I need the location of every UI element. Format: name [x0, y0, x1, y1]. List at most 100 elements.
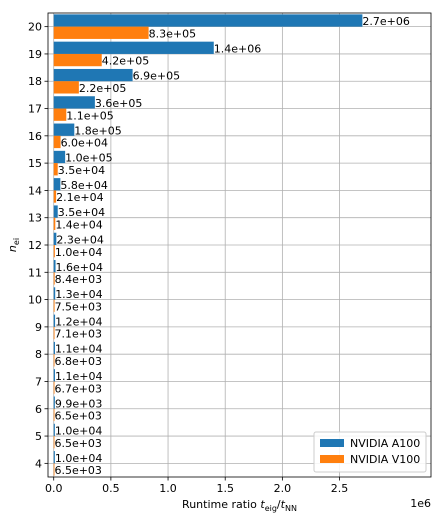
x-tick-label: 1.5: [216, 482, 234, 495]
bar: [53, 396, 55, 409]
legend-label-a100: NVIDIA A100: [350, 437, 420, 450]
bar: [53, 81, 79, 94]
x-tick-label: 2.0: [274, 482, 292, 495]
bar: [53, 14, 363, 27]
bar: [53, 463, 55, 476]
bar: [53, 272, 55, 285]
bar: [53, 150, 66, 164]
data-label: 6.9e+05: [133, 70, 180, 83]
data-label: 1.8e+05: [74, 124, 121, 137]
y-tick-label: 20: [28, 21, 42, 34]
bar: [53, 245, 55, 258]
data-label: 6.0e+04: [61, 137, 108, 150]
data-label: 6.5e+03: [54, 410, 101, 423]
y-tick-label: 18: [28, 75, 42, 88]
bar: [53, 436, 55, 449]
data-label: 1.2e+04: [55, 315, 102, 328]
y-tick-label: 15: [28, 157, 42, 170]
data-label: 6.5e+03: [54, 437, 101, 450]
bar: [53, 68, 133, 82]
x-tick-label: 1.0: [159, 482, 177, 495]
data-label: 5.8e+04: [60, 179, 107, 192]
data-label: 3.5e+04: [58, 206, 105, 219]
data-label: 4.2e+05: [102, 55, 149, 68]
y-tick-label: 6: [35, 403, 42, 416]
legend-swatch-v100: [320, 455, 344, 463]
data-label: 6.8e+03: [54, 355, 101, 368]
y-tick-label: 13: [28, 212, 42, 225]
data-label: 2.1e+04: [56, 191, 103, 204]
bar: [53, 217, 56, 230]
bar: [53, 260, 56, 273]
bar: [53, 451, 55, 464]
bar: [53, 408, 55, 422]
data-label: 7.1e+03: [55, 328, 102, 341]
x-axis-ticks: 0.0 0.5 1.0 1.5 2.0 2.5: [45, 477, 348, 495]
data-label: 1.1e+04: [55, 370, 102, 383]
bar: [53, 341, 55, 355]
y-tick-label: 4: [35, 457, 42, 470]
data-label: 1.0e+05: [65, 152, 112, 165]
data-label: 1.0e+04: [55, 452, 102, 465]
data-label: 3.6e+05: [95, 97, 142, 110]
data-label: 8.3e+05: [149, 27, 196, 40]
data-label: 1.4e+04: [55, 218, 102, 231]
data-label: 2.2e+05: [79, 82, 126, 95]
data-label: 2.3e+04: [56, 234, 103, 247]
x-tick-label: 0.5: [102, 482, 120, 495]
data-label: 6.5e+03: [54, 464, 101, 477]
y-axis-ticks: 4 5 6 7 8 9 10 11 12 13 14 15 16 17 18 19 20: [28, 21, 48, 470]
data-label: 3.5e+04: [58, 164, 105, 177]
legend-swatch-a100: [320, 439, 344, 447]
data-label: 1.6e+04: [56, 261, 103, 274]
data-label: 1.0e+04: [55, 246, 102, 259]
grid: [48, 13, 431, 477]
data-label: 1.0e+04: [55, 425, 102, 438]
data-labels: 1.0e+04 1.0e+04 9.9e+03 1.1e+04 1.1e+04 1.2e+…: [54, 15, 409, 477]
data-label: 6.7e+03: [54, 382, 101, 395]
bar: [53, 369, 55, 382]
bar: [53, 232, 57, 245]
data-label: 1.4e+06: [214, 42, 261, 55]
x-axis-label: Runtime ratio teig/tNN: [182, 498, 297, 513]
bar: [53, 287, 56, 300]
bar: [53, 190, 57, 203]
data-label: 8.4e+03: [55, 273, 102, 286]
y-tick-label: 7: [35, 375, 42, 388]
bar: [53, 314, 56, 327]
y-tick-label: 5: [35, 430, 42, 443]
bar: [53, 354, 55, 367]
bar: [53, 178, 61, 191]
bars: [53, 14, 363, 476]
legend-label-v100: NVIDIA V100: [350, 453, 420, 466]
x-tick-label: 0.0: [45, 482, 63, 495]
x-tick-label: 2.5: [331, 482, 349, 495]
y-tick-label: 12: [28, 239, 42, 252]
bar: [53, 96, 95, 109]
y-tick-label: 16: [28, 130, 42, 143]
data-label: 7.5e+03: [55, 300, 102, 313]
y-tick-label: 9: [35, 321, 42, 334]
legend: NVIDIA A100 NVIDIA V100: [313, 431, 427, 473]
bar: [53, 108, 67, 121]
y-tick-label: 19: [28, 48, 42, 61]
y-tick-label: 11: [28, 266, 42, 279]
bar: [53, 123, 75, 136]
x-axis-multiplier: 1e6: [410, 497, 431, 510]
bar: [53, 299, 55, 312]
data-label: 9.9e+03: [55, 397, 102, 410]
bar: [53, 423, 55, 437]
y-tick-label: 8: [35, 348, 42, 361]
bar: [53, 41, 214, 54]
y-tick-label: 14: [28, 184, 42, 197]
bar: [53, 26, 149, 39]
data-label: 1.3e+04: [55, 288, 102, 301]
bar: [53, 326, 55, 340]
y-tick-label: 17: [28, 103, 42, 116]
y-tick-label: 10: [28, 294, 42, 307]
bar: [53, 135, 61, 149]
data-label: 1.1e+04: [55, 343, 102, 356]
data-label: 2.7e+06: [362, 15, 409, 28]
y-axis-label: nei: [6, 238, 21, 252]
